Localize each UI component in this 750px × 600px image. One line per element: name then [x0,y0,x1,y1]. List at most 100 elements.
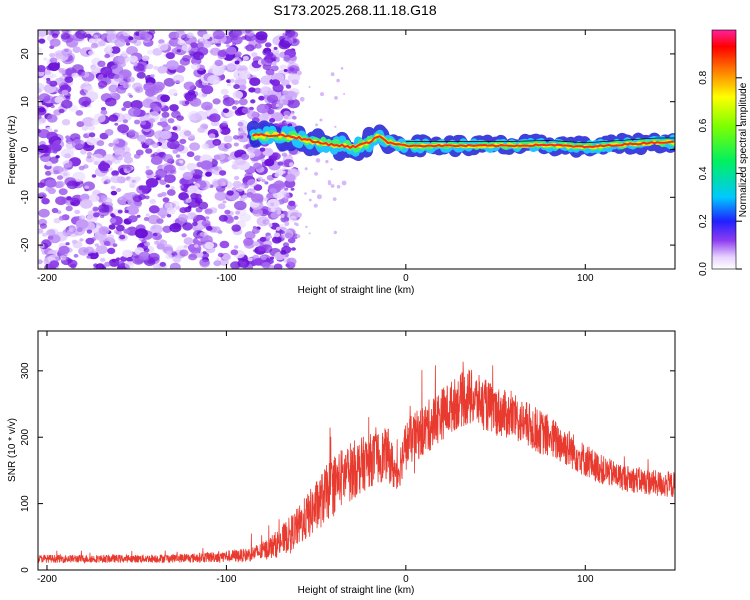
noise-blob [226,190,234,196]
noise-blob [183,130,192,137]
noise-blob [233,135,239,140]
noise-blob [330,168,333,171]
noise-blob [200,160,213,170]
noise-blob [251,36,257,41]
noise-blob [264,158,275,167]
noise-blob [58,188,68,196]
noise-blob [169,200,180,209]
noise-blob [64,76,74,83]
noise-blob [212,30,225,40]
noise-blob [62,160,73,168]
noise-blob [165,184,170,188]
noise-blob [55,155,60,159]
noise-blob [206,225,213,231]
noise-blob [178,164,186,171]
noise-blob [152,81,165,91]
noise-blob [53,129,58,133]
noise-blob [299,96,305,102]
noise-blob [98,40,106,47]
noise-blob [98,199,105,204]
noise-blob [93,161,99,165]
noise-blob [198,201,209,210]
snr-y-axis-label: SNR (10 * v/v) [7,418,18,482]
noise-blob [273,46,278,50]
noise-blob [258,95,265,101]
noise-blob [179,100,185,105]
noise-blob [295,223,299,227]
noise-blob [55,196,67,206]
noise-blob [148,118,155,124]
noise-blob [233,100,240,105]
noise-blob [165,250,172,256]
noise-blob [202,39,209,45]
noise-blob [157,193,163,198]
noise-blob [166,189,176,196]
noise-blob [257,113,269,122]
noise-blob [45,179,57,188]
noise-blob [56,175,64,180]
noise-blob [110,175,121,184]
noise-blob [252,208,263,217]
noise-blob [148,252,160,262]
noise-blob [208,133,216,139]
noise-blob [190,193,199,200]
noise-blob [78,165,85,171]
noise-blob [205,216,210,220]
noise-blob [213,154,221,160]
noise-blob [104,129,114,136]
noise-blob [250,99,256,104]
noise-blob [59,255,67,261]
noise-blob [45,186,52,192]
noise-blob [265,220,270,225]
noise-blob [60,170,71,179]
noise-blob [241,153,250,160]
noise-blob [108,84,119,93]
noise-blob [291,79,299,85]
noise-blob [127,76,135,83]
noise-blob [283,194,291,200]
noise-blob [283,69,288,72]
noise-blob [137,134,147,142]
noise-blob [43,57,48,61]
spectral-ridge-layer-4 [252,133,675,149]
noise-blob [272,83,284,93]
noise-blob [222,200,227,204]
noise-blob [280,213,285,218]
noise-blob [270,202,275,207]
noise-blob [128,55,138,63]
noise-blob [118,61,126,68]
noise-blob [276,210,282,215]
noise-blob [72,225,86,236]
noise-blob [45,161,53,167]
noise-blob [247,152,256,159]
noise-blob [98,208,110,217]
noise-blob [53,217,61,224]
noise-blob [172,149,178,154]
noise-blob [286,257,297,266]
noise-blob [251,52,258,58]
noise-blob [88,132,96,138]
noise-blob [157,42,169,51]
noise-blob [145,178,159,188]
noise-blob [214,59,224,67]
noise-blob [253,249,258,253]
noise-blob [166,213,172,218]
noise-blob [340,67,344,70]
noise-blob [153,263,162,269]
y-tick-label: 0 [20,146,31,152]
noise-blob [287,171,291,175]
noise-blob [103,197,113,205]
noise-blob [83,85,94,94]
noise-blob [88,38,96,44]
noise-blob [38,93,51,103]
x-tick-label: 0 [403,273,409,284]
noise-blob [185,198,192,203]
noise-blob [126,166,132,171]
noise-blob [75,30,87,39]
noise-blob [244,231,256,240]
noise-blob [245,44,255,52]
noise-blob [255,31,268,41]
noise-blob [76,70,85,77]
noise-blob [213,260,222,267]
